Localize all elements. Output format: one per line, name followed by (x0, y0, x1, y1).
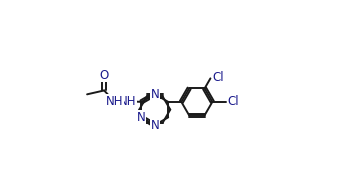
Text: N: N (137, 111, 146, 124)
Text: N: N (150, 88, 159, 101)
Text: NH: NH (106, 95, 123, 108)
Text: N: N (150, 119, 159, 132)
Text: Cl: Cl (228, 95, 239, 108)
Text: O: O (100, 69, 109, 82)
Text: Cl: Cl (213, 71, 224, 84)
Text: NH: NH (119, 95, 136, 108)
